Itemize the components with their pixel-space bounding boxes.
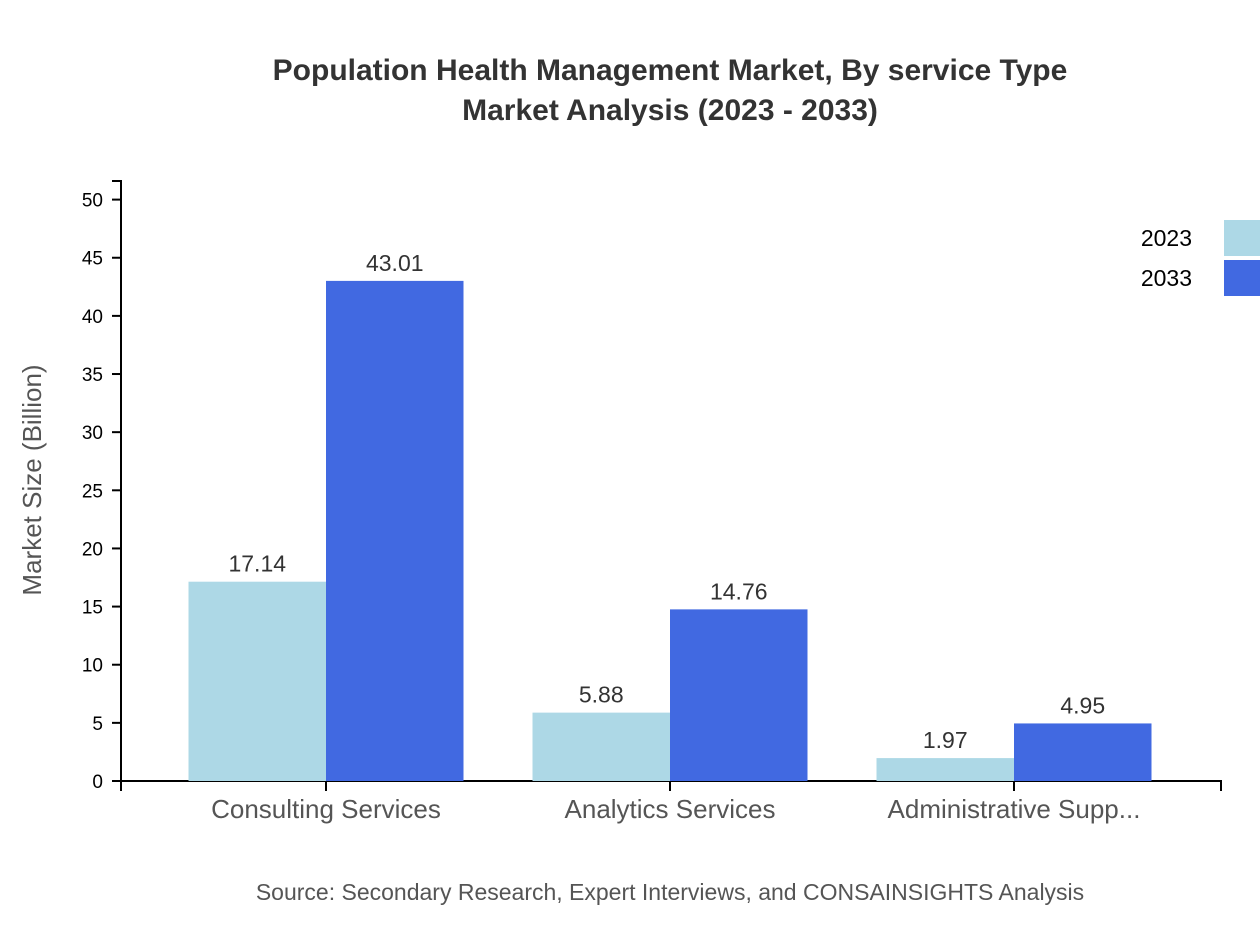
legend-label: 2023 (1141, 225, 1192, 251)
data-label: 1.97 (923, 727, 968, 753)
data-label: 17.14 (228, 551, 286, 577)
x-tick-label: Analytics Services (565, 794, 776, 824)
y-axis-line (112, 180, 122, 781)
y-tick-label: 20 (82, 539, 103, 560)
y-tick-label: 15 (82, 598, 103, 619)
source-note: Source: Secondary Research, Expert Inter… (256, 879, 1084, 905)
bar-2033 (326, 280, 464, 781)
bar-2023 (188, 581, 326, 781)
y-axis-label: Market Size (Billion) (17, 364, 47, 595)
y-tick-label: 5 (92, 714, 103, 735)
y-tick-label: 30 (82, 423, 103, 444)
y-tick-label: 0 (92, 772, 103, 793)
data-label: 43.01 (366, 250, 424, 276)
x-tick-label: Administrative Supp... (888, 794, 1141, 824)
data-label: 5.88 (579, 682, 624, 708)
legend-swatch-2033 (1224, 260, 1260, 296)
y-tick-label: 50 (82, 191, 103, 212)
data-label: 4.95 (1060, 692, 1105, 718)
bar-2023 (532, 712, 670, 781)
chart-title: Population Health Management Market, By … (273, 54, 1068, 87)
chart-subtitle: Market Analysis (2023 - 2033) (462, 94, 878, 127)
y-tick-label: 25 (82, 481, 103, 502)
data-label: 14.76 (710, 578, 768, 604)
x-tick-label: Consulting Services (211, 794, 441, 824)
bar-2023 (876, 758, 1014, 781)
legend-label: 2033 (1141, 265, 1192, 291)
y-tick-label: 10 (82, 656, 103, 677)
y-tick-label: 40 (82, 307, 103, 328)
y-tick-label: 35 (82, 365, 103, 386)
y-tick-label: 45 (82, 249, 103, 270)
bar-2033 (670, 609, 808, 781)
bar-2033 (1014, 723, 1152, 781)
legend-swatch-2023 (1224, 220, 1260, 256)
